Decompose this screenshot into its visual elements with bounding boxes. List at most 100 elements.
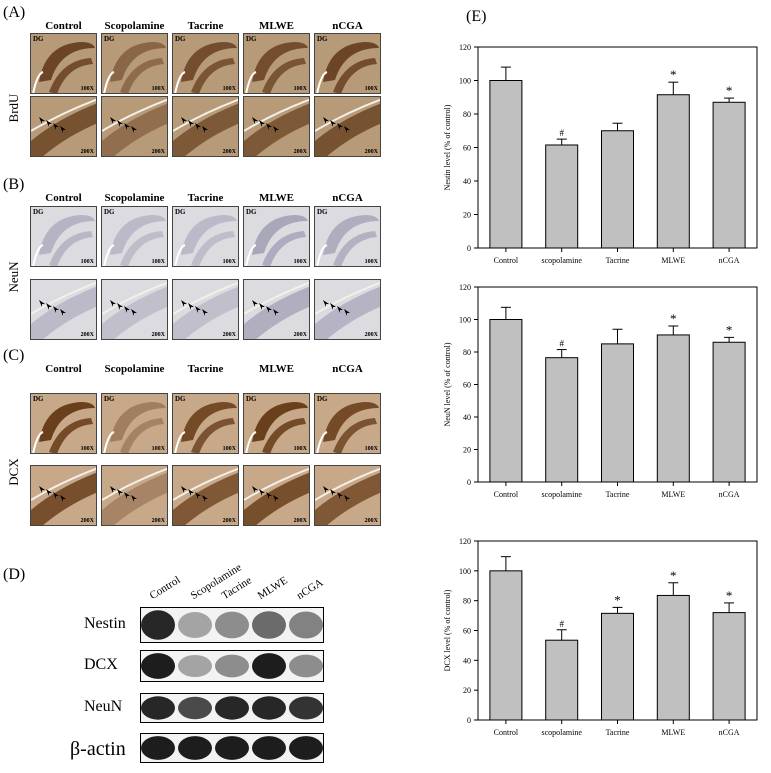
magnification-label: 200X [364,332,378,338]
y-tick-label: 20 [463,686,471,695]
x-tick-label: scopolamine [541,256,582,265]
magnification-label: 200X [80,149,94,155]
tile-dcx-high-0: 200X [30,465,97,526]
blot-strip-0 [140,607,324,643]
bar [656,594,690,721]
magnification-label: 200X [364,518,378,524]
bar [601,130,634,249]
blot-band [252,653,286,679]
magnification-label: 200X [80,332,94,338]
bar [656,94,690,249]
tile-neun-low-3: DG 100X [243,206,310,267]
blot-band [141,653,175,679]
x-tick-label: nCGA [719,728,740,737]
panel-label-d: (D) [3,566,26,583]
y-tick-label: 60 [463,381,471,390]
magnification-label: 100X [80,446,94,452]
column-header-a-tacrine: Tacrine [187,20,224,32]
column-header-a-ncga: nCGA [332,20,363,32]
x-tick-label: scopolamine [541,490,582,499]
tile-dcx-low-2: DG 100X [172,393,239,454]
magnification-label: 100X [293,86,307,92]
blot-band [215,654,249,678]
column-header-b-tacrine: Tacrine [187,192,224,204]
magnification-label: 100X [293,446,307,452]
magnification-label: 100X [364,446,378,452]
column-header-b-ncga: nCGA [332,192,363,204]
bar [712,101,746,249]
magnification-label: 100X [222,86,236,92]
blot-band [252,696,286,720]
significance-mark: * [726,83,733,98]
magnification-label: 100X [151,86,165,92]
significance-mark: * [670,311,677,326]
y-tick-label: 120 [459,283,471,292]
y-tick-label: 20 [463,211,471,220]
tile-neun-high-3: 200X [243,279,310,340]
region-label: DG [317,35,328,43]
y-tick-label: 20 [463,446,471,455]
region-label: DG [317,395,328,403]
x-tick-label: MLWE [661,490,685,499]
y-axis-label: NeuN level (% of control) [443,342,452,426]
x-tick-label: Control [494,728,519,737]
magnification-label: 200X [80,518,94,524]
tile-brdu-low-4: DG 100X [314,33,381,94]
significance-mark: * [670,568,677,583]
significance-mark: # [559,619,564,629]
region-label: DG [33,208,44,216]
tile-dcx-high-1: 200X [101,465,168,526]
blot-band [141,696,175,720]
x-tick-label: Control [494,490,519,499]
tile-brdu-low-0: DG 100X [30,33,97,94]
magnification-label: 200X [293,149,307,155]
x-tick-label: MLWE [661,728,685,737]
column-header-b-scopolamine: Scopolamine [104,192,165,204]
bar [489,319,523,483]
tile-neun-low-2: DG 100X [172,206,239,267]
y-tick-label: 100 [459,77,471,86]
x-tick-label: nCGA [719,490,740,499]
column-header-b-mlwe: MLWE [258,192,295,204]
panel-label-a: (A) [3,4,26,21]
tile-brdu-high-3: 200X [243,96,310,157]
y-tick-label: 40 [463,656,471,665]
tile-brdu-low-3: DG 100X [243,33,310,94]
magnification-label: 200X [364,149,378,155]
blot-band [141,610,175,640]
y-tick-label: 120 [459,537,471,546]
tile-neun-high-0: 200X [30,279,97,340]
region-label: DG [175,35,186,43]
y-tick-label: 120 [459,43,471,52]
bar [545,144,579,249]
significance-mark: * [726,322,733,337]
y-tick-label: 40 [463,177,471,186]
blot-band [178,611,212,639]
x-tick-label: Tacrine [606,256,630,265]
region-label: DG [104,35,115,43]
magnification-label: 100X [151,446,165,452]
region-label: DG [246,395,257,403]
column-header-c-control: Control [45,363,82,375]
blot-band [289,736,323,760]
magnification-label: 100X [80,86,94,92]
blot-band [215,611,249,639]
region-label: DG [104,395,115,403]
x-tick-label: scopolamine [541,728,582,737]
bar [489,80,523,249]
bar [489,570,523,721]
column-header-a-mlwe: MLWE [258,20,295,32]
blot-band [178,736,212,760]
magnification-label: 200X [151,518,165,524]
tile-dcx-low-3: DG 100X [243,393,310,454]
significance-mark: * [670,67,677,82]
y-tick-label: 60 [463,627,471,636]
bar [601,343,634,483]
band-label-dcx: DCX [84,656,118,673]
significance-mark: * [726,588,733,603]
region-label: DG [175,395,186,403]
tile-neun-low-4: DG 100X [314,206,381,267]
region-label: DG [317,208,328,216]
magnification-label: 100X [364,259,378,265]
tile-dcx-low-4: DG 100X [314,393,381,454]
